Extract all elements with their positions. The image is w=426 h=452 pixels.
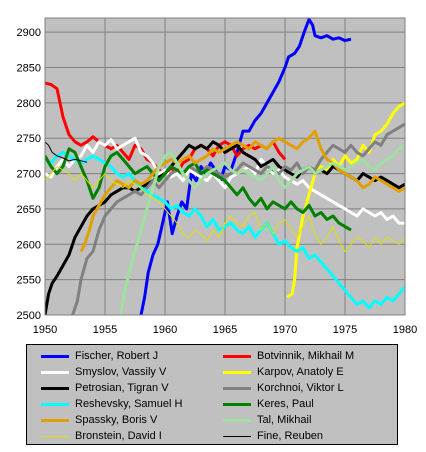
x-tick-label: 1960 [153, 324, 177, 336]
legend-swatch [223, 371, 251, 374]
x-axis-ticks: 1950 1955 1960 1965 1970 1975 1980 [33, 324, 417, 336]
series-line-reshevsky-samuel-h [45, 150, 405, 310]
legend-swatch [41, 436, 69, 437]
series-line-tal-mikhail [119, 144, 405, 315]
legend-label: Petrosian, Tigran V [75, 382, 169, 394]
y-tick-label: 2850 [17, 63, 41, 75]
x-tick-label: 1970 [273, 324, 297, 336]
legend-label: Bronstein, David I [75, 430, 162, 442]
rating-history-chart: 1950 1955 1960 1965 1970 1975 1980 2500 2550 260… [17, 17, 417, 336]
y-tick-label: 2550 [17, 275, 41, 287]
legend-label: Karpov, Anatoly E [257, 366, 344, 378]
legend-swatch [223, 403, 251, 406]
x-tick-label: 1955 [93, 324, 117, 336]
legend-swatch [223, 436, 251, 437]
y-tick-label: 2800 [17, 98, 41, 110]
y-tick-label: 2600 [17, 239, 41, 251]
y-tick-label: 2750 [17, 133, 41, 145]
legend-swatch [223, 355, 251, 358]
series-line-bronstein-david-i [45, 166, 405, 252]
series-line-korchnoi-viktor-l [71, 122, 405, 315]
series-line-spassky-boris-v [79, 129, 405, 253]
series-line-smyslov-vassily-v [45, 136, 405, 225]
legend-swatch [41, 387, 69, 390]
legend-label: Fine, Reuben [257, 430, 324, 442]
legend-swatch [223, 387, 251, 390]
x-tick-label: 1975 [333, 324, 357, 336]
y-axis-ticks: 2500 2550 2600 2650 2700 2750 2800 2850 2900 [17, 27, 41, 322]
legend-swatch [223, 419, 251, 422]
legend-swatch [41, 355, 69, 358]
legend-label: Botvinnik, Mikhail M [257, 350, 355, 362]
y-tick-label: 2500 [17, 310, 41, 322]
x-tick-label: 1965 [213, 324, 237, 336]
legend-swatch [41, 403, 69, 406]
x-tick-label: 1950 [33, 324, 57, 336]
legend-label: Smyslov, Vassily V [75, 366, 167, 378]
series-line-fine-reuben [45, 141, 88, 163]
y-tick-label: 2900 [17, 27, 41, 39]
series-layer [45, 18, 405, 315]
legend: Fischer, Robert J Botvinnik, Mikhail M Smy… [26, 344, 398, 445]
x-tick-label: 1980 [393, 324, 417, 336]
legend-swatch [41, 371, 69, 374]
legend-label: Reshevsky, Samuel H [75, 398, 183, 410]
legend-label: Keres, Paul [257, 398, 314, 410]
series-line-fischer-robert-j [139, 18, 352, 315]
legend-label: Spassky, Boris V [75, 414, 158, 426]
y-tick-label: 2650 [17, 204, 41, 216]
legend-label: Korchnoi, Viktor L [257, 382, 344, 394]
legend-label: Tal, Mikhail [257, 414, 312, 426]
legend-swatch [41, 419, 69, 422]
series-line-keres-paul [45, 147, 352, 232]
y-tick-label: 2700 [17, 169, 41, 181]
plot-border [44, 17, 406, 316]
legend-label: Fischer, Robert J [75, 350, 159, 362]
